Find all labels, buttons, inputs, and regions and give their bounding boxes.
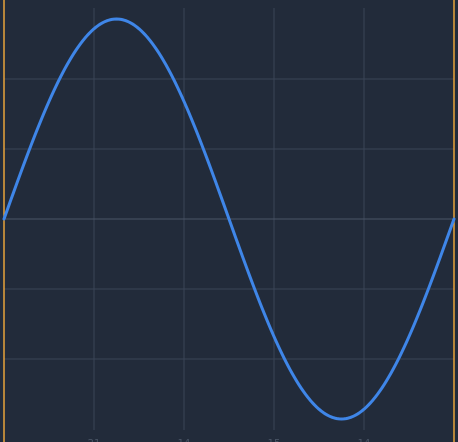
x-tick-labels: 21 14 15 14 — [88, 438, 371, 442]
x-tick-label-0: 21 — [88, 438, 101, 442]
sine-wave-curve — [2, 17, 456, 421]
horizontal-grid-lines — [4, 78, 454, 360]
x-tick-label-2: 15 — [268, 438, 281, 442]
x-tick-label-1: 14 — [178, 438, 191, 442]
x-tick-label-3: 14 — [358, 438, 371, 442]
